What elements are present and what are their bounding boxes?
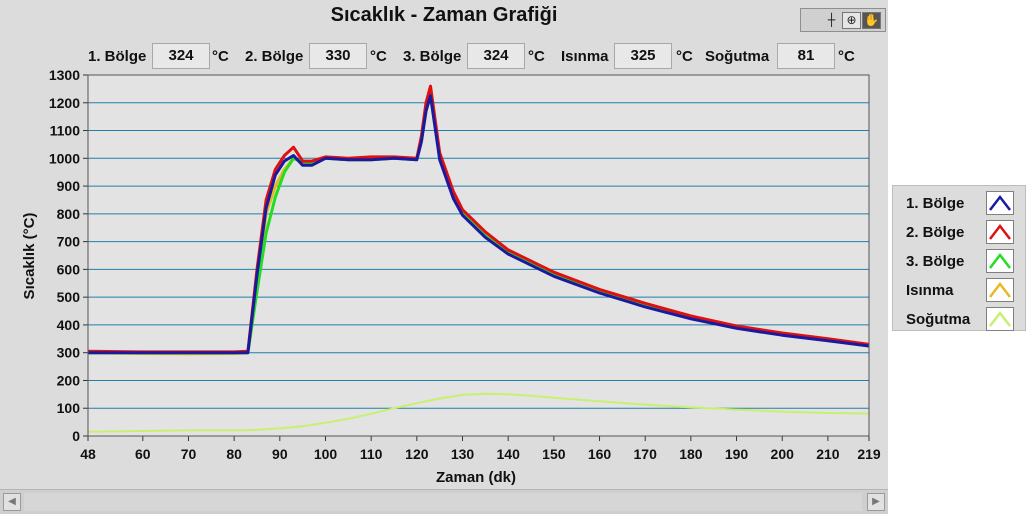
- readout-label-zone3: 3. Bölge: [403, 48, 462, 65]
- x-tick-label: 90: [272, 446, 288, 462]
- series-line: [88, 94, 870, 355]
- legend-item[interactable]: Soğutma: [893, 304, 1027, 333]
- readout-unit-zone1: °C: [212, 48, 229, 65]
- legend-line: [989, 252, 1011, 269]
- x-tick-label: 100: [314, 446, 338, 462]
- legend-swatch[interactable]: [986, 278, 1014, 302]
- legend-item[interactable]: Isınma: [893, 275, 1027, 304]
- legend-line-icon: [989, 281, 1011, 298]
- x-tick-label: 80: [226, 446, 242, 462]
- legend-item[interactable]: 2. Bölge: [893, 217, 1027, 246]
- x-tick-label: 219: [857, 446, 881, 462]
- legend-swatch[interactable]: [986, 220, 1014, 244]
- x-tick-label: 210: [816, 446, 840, 462]
- plot-legend: 1. Bölge 2. Bölge 3. Bölge Isınma Soğutma: [892, 185, 1026, 331]
- y-tick-label: 1100: [50, 123, 81, 139]
- readout-value-zone2: 330: [309, 43, 367, 69]
- x-tick-label: 140: [497, 446, 521, 462]
- legend-label: 3. Bölge: [906, 253, 965, 270]
- legend-line: [989, 223, 1011, 240]
- horizontal-scrollbar[interactable]: ◀ ▶: [0, 489, 888, 514]
- y-tick-label: 200: [57, 372, 81, 388]
- legend-label: Soğutma: [906, 311, 971, 328]
- y-tick-label: 1300: [49, 67, 80, 83]
- y-tick-label: 400: [57, 317, 81, 333]
- y-tick-label: 700: [57, 234, 81, 250]
- legend-label: 2. Bölge: [906, 224, 965, 241]
- scroll-right-icon[interactable]: ▶: [867, 493, 885, 511]
- y-tick-label: 100: [57, 400, 81, 416]
- legend-swatch[interactable]: [986, 307, 1014, 331]
- x-tick-label: 48: [80, 446, 96, 462]
- readout-unit-heating: °C: [676, 48, 693, 65]
- readout-label-zone2: 2. Bölge: [245, 48, 304, 65]
- legend-line-icon: [989, 194, 1011, 211]
- readout-value-zone1: 324: [152, 43, 210, 69]
- y-tick-label: 1200: [49, 95, 80, 111]
- x-tick-label: 130: [451, 446, 475, 462]
- chart-title: Sıcaklık - Zaman Grafiği: [330, 4, 558, 26]
- readout-value-zone3: 324: [467, 43, 525, 69]
- zoom-icon[interactable]: ⊕: [842, 11, 861, 29]
- legend-label: Isınma: [906, 282, 954, 299]
- readout-value-cooling: 81: [777, 43, 835, 69]
- y-tick-label: 900: [57, 178, 81, 194]
- x-tick-label: 170: [634, 446, 658, 462]
- y-axis-label: Sıcaklık (°C): [21, 213, 38, 300]
- y-tick-label: 800: [57, 206, 81, 222]
- legend-swatch[interactable]: [986, 249, 1014, 273]
- scrollbar-track[interactable]: [24, 493, 862, 511]
- legend-line-icon: [989, 223, 1011, 240]
- graph-palette: ┼ ⊕ ✋: [800, 8, 886, 32]
- legend-item[interactable]: 3. Bölge: [893, 246, 1027, 275]
- y-tick-label: 300: [57, 345, 81, 361]
- legend-line: [989, 281, 1011, 298]
- readout-unit-zone2: °C: [370, 48, 387, 65]
- x-tick-label: 60: [135, 446, 151, 462]
- plot-area: [88, 75, 869, 436]
- legend-line: [989, 194, 1011, 211]
- plot-border: [87, 74, 870, 437]
- crosshair-cursor-icon[interactable]: ┼: [827, 12, 836, 27]
- y-tick-label: 1000: [49, 150, 80, 166]
- chart-panel: Sıcaklık - Zaman Grafiği ┼ ⊕ ✋ 1. Bölge …: [0, 0, 888, 514]
- x-tick-label: 200: [771, 446, 795, 462]
- pan-hand-icon[interactable]: ✋: [862, 11, 881, 29]
- legend-swatch[interactable]: [986, 191, 1014, 215]
- readout-label-heating: Isınma: [561, 48, 609, 65]
- y-tick-label: 500: [57, 289, 81, 305]
- legend-label: 1. Bölge: [906, 195, 965, 212]
- temperature-readouts: 1. Bölge 324 °C 2. Bölge 330 °C 3. Bölge…: [0, 40, 888, 70]
- y-tick-label: 600: [57, 261, 81, 277]
- x-tick-label: 180: [679, 446, 703, 462]
- x-tick-label: 120: [405, 446, 429, 462]
- x-tick-label: 160: [588, 446, 612, 462]
- series-line: [87, 392, 870, 433]
- line-chart[interactable]: 0 100 200 300 400 500 600 700 800 900 1000 1100 1200…: [0, 60, 888, 490]
- scroll-left-icon[interactable]: ◀: [3, 493, 21, 511]
- readout-value-heating: 325: [614, 43, 672, 69]
- readout-label-cooling: Soğutma: [705, 48, 770, 65]
- legend-line-icon: [989, 252, 1011, 269]
- legend-item[interactable]: 1. Bölge: [893, 188, 1027, 217]
- x-tick-label: 150: [542, 446, 566, 462]
- readout-unit-zone3: °C: [528, 48, 545, 65]
- legend-line: [989, 310, 1011, 327]
- y-tick-label: 0: [72, 428, 80, 444]
- x-tick-label: 190: [725, 446, 749, 462]
- x-tick-label: 70: [181, 446, 197, 462]
- x-axis-label: Zaman (dk): [436, 469, 516, 486]
- legend-line-icon: [989, 310, 1011, 327]
- readout-label-zone1: 1. Bölge: [88, 48, 147, 65]
- x-tick-label: 110: [360, 446, 383, 462]
- readout-unit-cooling: °C: [838, 48, 855, 65]
